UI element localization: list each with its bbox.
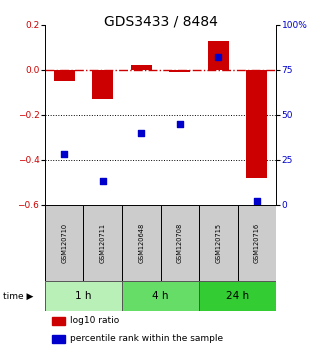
Point [100,178,105,184]
Text: GSM120715: GSM120715 [215,223,221,263]
Text: GSM120710: GSM120710 [61,223,67,263]
Text: 1 h: 1 h [75,291,92,301]
Point [62,152,67,157]
Point [254,198,259,204]
Bar [122,205,160,281]
Text: GSM120711: GSM120711 [100,223,106,263]
Bar [199,281,276,312]
Bar [52,335,65,343]
Point [139,130,144,136]
Text: time ▶: time ▶ [3,291,34,301]
Bar [45,205,83,281]
Text: percentile rank within the sample: percentile rank within the sample [70,334,223,343]
Bar [169,70,190,72]
Bar [122,281,199,312]
Bar [54,70,75,81]
Point [177,121,182,127]
Bar [208,40,229,70]
Point [216,55,221,60]
Text: GDS3433 / 8484: GDS3433 / 8484 [104,14,217,28]
Bar [246,70,267,178]
Bar [131,65,152,70]
Bar [160,205,199,281]
Text: GSM120708: GSM120708 [177,223,183,263]
Bar [238,205,276,281]
Text: GSM120716: GSM120716 [254,223,260,263]
Bar [52,317,65,325]
Bar [199,205,238,281]
Text: 4 h: 4 h [152,291,169,301]
Bar [45,281,122,312]
Text: GSM120648: GSM120648 [138,223,144,263]
Bar [92,70,113,99]
Bar [83,205,122,281]
Text: 24 h: 24 h [226,291,249,301]
Text: log10 ratio: log10 ratio [70,316,120,325]
